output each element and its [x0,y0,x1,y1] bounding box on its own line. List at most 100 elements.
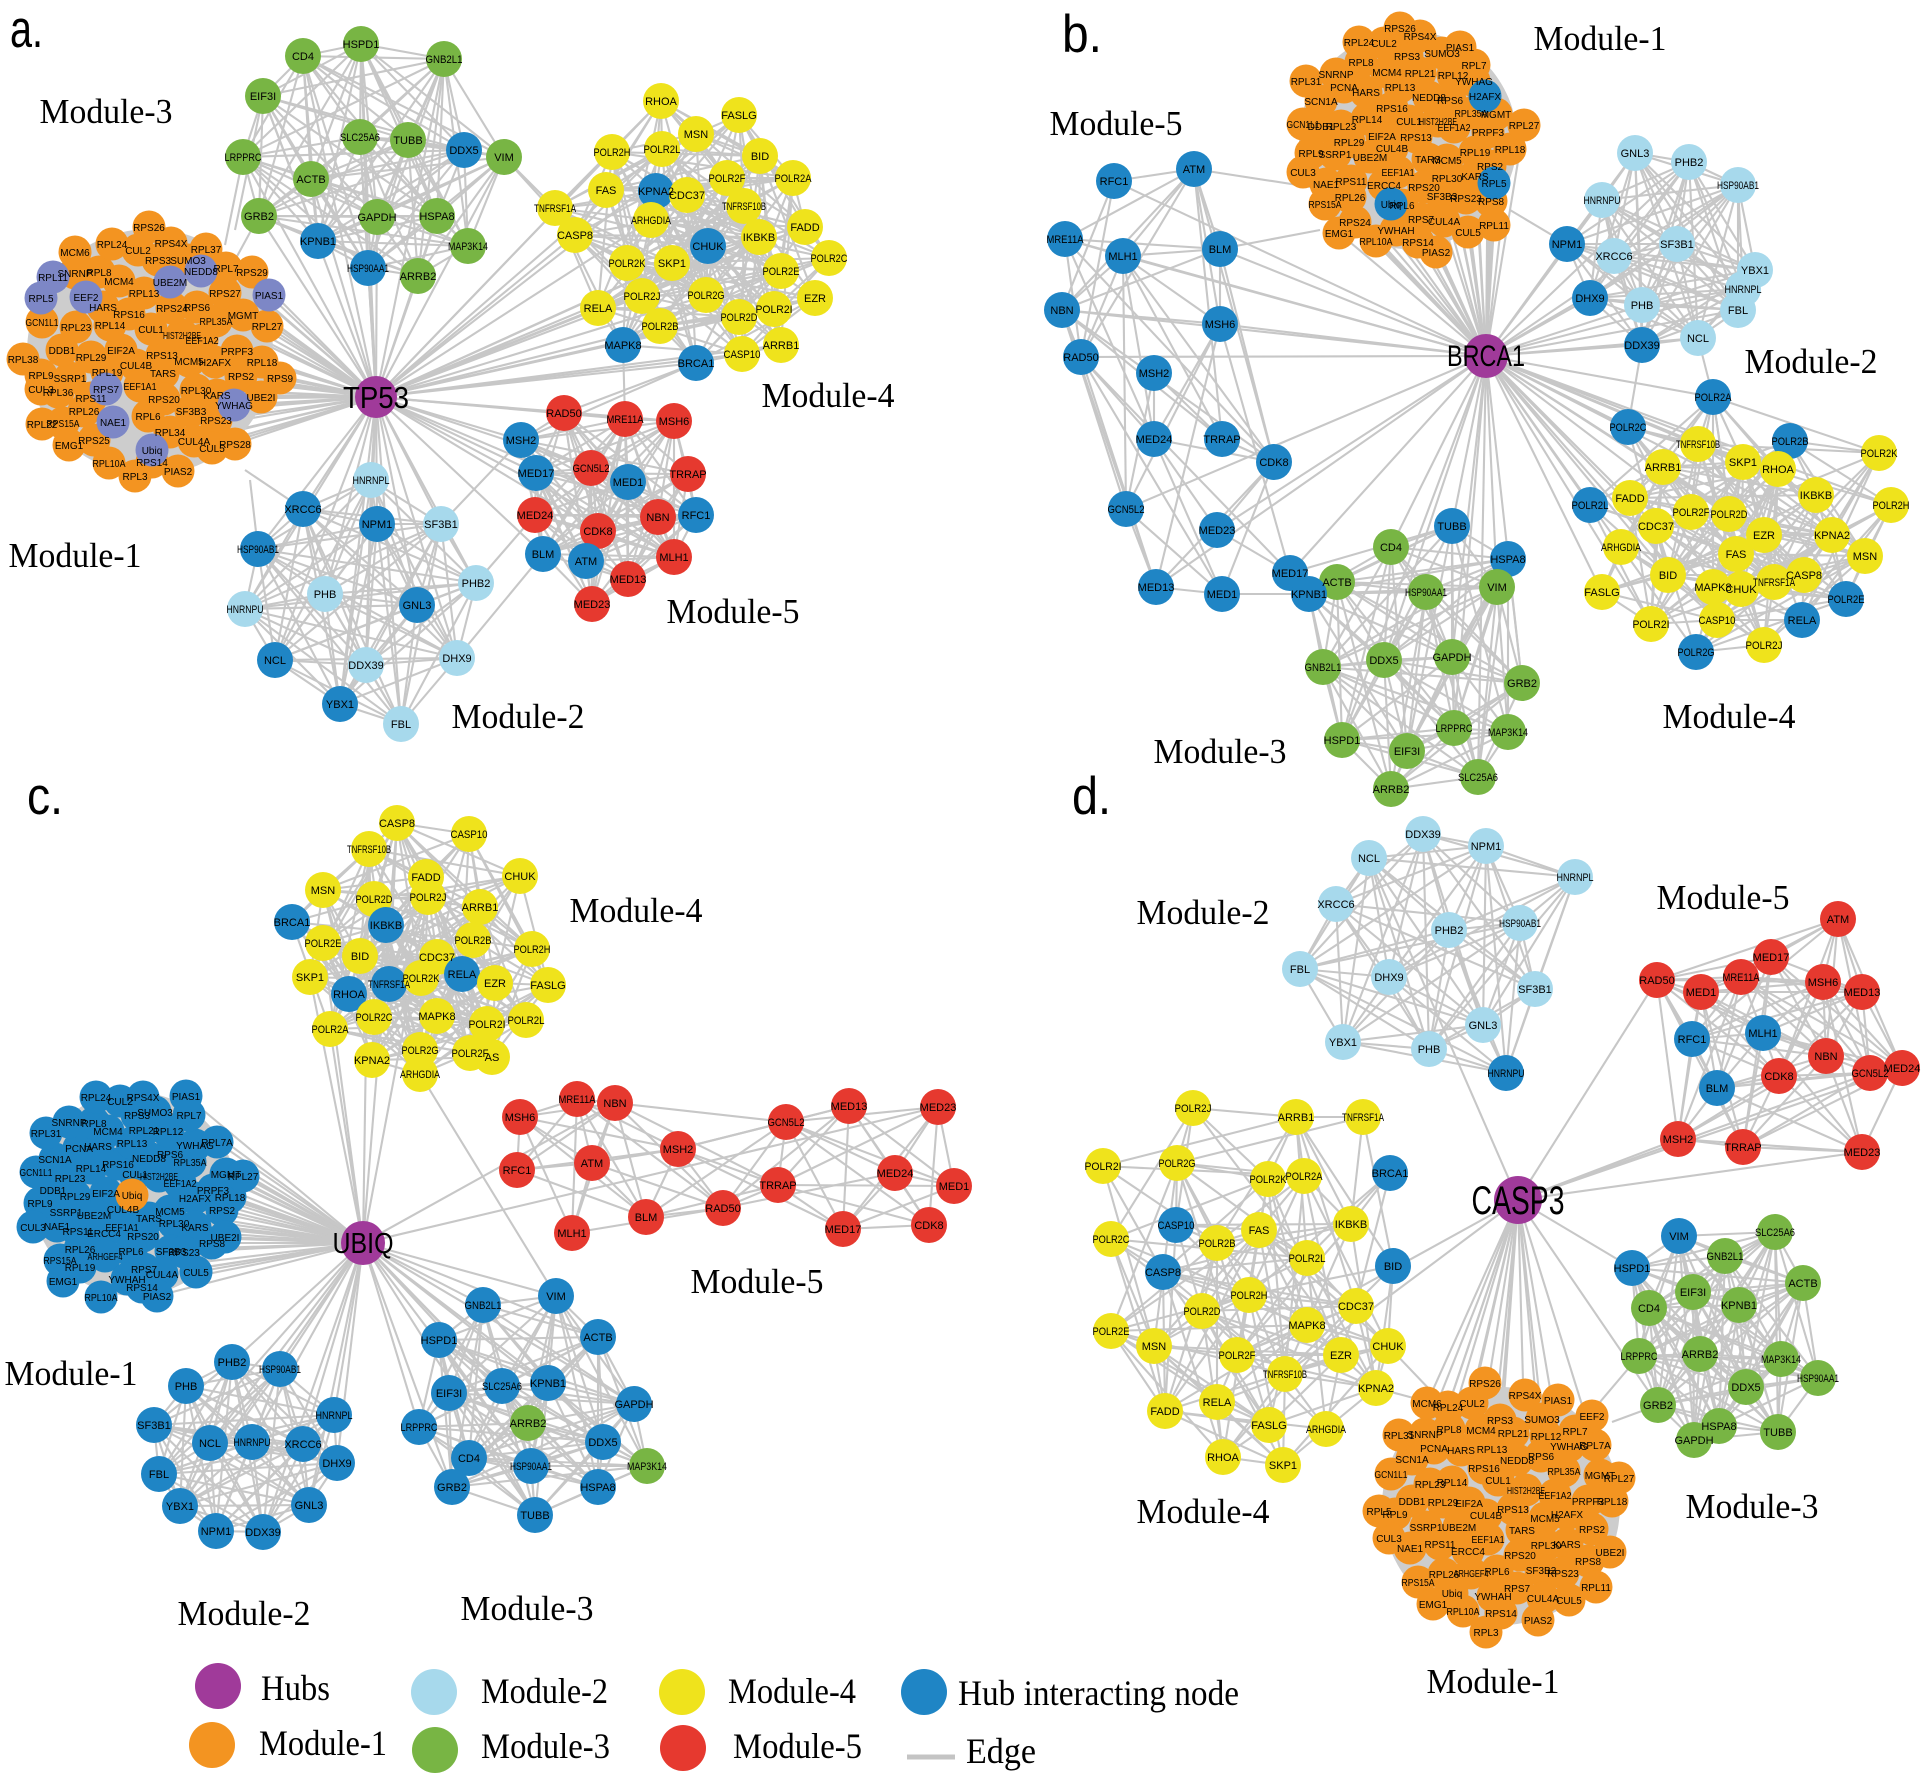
svg-text:NEDD8: NEDD8 [132,1154,166,1165]
svg-text:SCN1A: SCN1A [1395,1455,1429,1466]
svg-text:POLR2A: POLR2A [1695,392,1733,404]
svg-text:TNFRSF1A: TNFRSF1A [368,979,410,991]
svg-text:RPS15A: RPS15A [47,419,80,430]
svg-text:POLR2F: POLR2F [1219,1350,1256,1362]
svg-text:RPL24: RPL24 [97,240,128,251]
svg-text:NEDD8: NEDD8 [1500,1456,1534,1467]
svg-text:CUL1: CUL1 [138,325,164,336]
svg-text:MCM4: MCM4 [1466,1426,1496,1437]
svg-text:RPL30: RPL30 [1531,1541,1562,1552]
svg-text:ARRB1: ARRB1 [462,902,499,914]
svg-text:POLR2D: POLR2D [1711,509,1748,521]
svg-text:POLR2A: POLR2A [312,1024,350,1036]
svg-text:MRE11A: MRE11A [607,414,645,426]
svg-text:Module-5: Module-5 [1050,104,1183,143]
svg-text:POLR2L: POLR2L [508,1015,545,1027]
svg-text:Module-2: Module-2 [481,1671,608,1711]
svg-text:ARRB2: ARRB2 [1373,784,1410,796]
svg-text:SSRP1: SSRP1 [1319,150,1352,161]
svg-text:GAPDH: GAPDH [614,1399,653,1411]
svg-text:DDX39: DDX39 [1405,829,1440,841]
svg-text:DHX9: DHX9 [322,1458,351,1470]
svg-text:RPL35A: RPL35A [1455,109,1488,120]
svg-text:DDX39: DDX39 [348,660,383,672]
svg-text:CUL2: CUL2 [1459,1399,1485,1410]
svg-text:RPL38: RPL38 [8,355,39,366]
svg-text:PIAS1: PIAS1 [172,1092,201,1103]
svg-text:RAD50: RAD50 [705,1203,740,1215]
svg-text:BRCA1: BRCA1 [1447,340,1525,373]
svg-text:YBX1: YBX1 [326,699,354,711]
svg-text:POLR2I: POLR2I [1085,1161,1122,1173]
svg-text:BLM: BLM [532,549,555,561]
svg-text:POLR2K: POLR2K [609,258,647,270]
svg-text:CUL1: CUL1 [1485,1476,1511,1487]
svg-text:GNB2L1: GNB2L1 [426,54,463,66]
svg-text:TUBB: TUBB [1437,521,1466,533]
svg-text:RPL13: RPL13 [1477,1445,1508,1456]
svg-text:Module-2: Module-2 [178,1594,311,1633]
svg-text:MCM6: MCM6 [1412,1399,1442,1410]
svg-text:ERCC4: ERCC4 [87,1229,121,1240]
svg-text:ARRB2: ARRB2 [1682,1349,1719,1361]
svg-text:IKBKB: IKBKB [1800,490,1832,502]
svg-text:XRCC6: XRCC6 [1317,899,1354,911]
svg-text:POLR2E: POLR2E [305,938,342,950]
svg-text:LRPPRC: LRPPRC [401,1422,438,1434]
svg-text:RPS8: RPS8 [1575,1557,1602,1568]
svg-text:TNFRSF10B: TNFRSF10B [722,201,766,213]
svg-text:RPS2: RPS2 [1579,1525,1606,1536]
svg-text:HSP90AA1: HSP90AA1 [510,1461,552,1473]
svg-text:RPS3: RPS3 [1394,52,1421,63]
svg-text:EMG1: EMG1 [1419,1600,1448,1611]
svg-text:TP53: TP53 [343,380,409,415]
svg-text:RPS6: RPS6 [184,303,211,314]
svg-text:RPS2: RPS2 [209,1206,236,1217]
svg-text:EMG1: EMG1 [1325,229,1354,240]
svg-text:RPL18: RPL18 [1597,1497,1628,1508]
svg-text:NPM1: NPM1 [362,519,393,531]
svg-text:RPL18: RPL18 [1495,145,1526,156]
svg-text:FAS: FAS [1726,549,1747,561]
svg-text:NCL: NCL [199,1438,221,1450]
svg-text:POLR2E: POLR2E [1093,1326,1130,1338]
svg-text:GRB2: GRB2 [1643,1400,1673,1412]
svg-text:PRPF3: PRPF3 [197,1186,230,1197]
svg-text:RPL27: RPL27 [1509,121,1540,132]
svg-text:POLR2K: POLR2K [1250,1174,1288,1186]
svg-text:RPL21: RPL21 [1498,1429,1529,1440]
svg-text:CUL4B: CUL4B [1376,144,1409,155]
svg-text:POLR2F: POLR2F [709,173,746,185]
svg-text:TNFRSF10B: TNFRSF10B [1263,1369,1307,1381]
svg-text:TNFRSF10B: TNFRSF10B [1676,439,1720,451]
svg-text:HSP90AB1: HSP90AB1 [237,544,279,556]
svg-text:ERCC4: ERCC4 [1367,181,1401,192]
svg-text:HSP90AB1: HSP90AB1 [1717,180,1759,192]
svg-text:GRB2: GRB2 [244,211,274,223]
svg-text:POLR2D: POLR2D [1184,1306,1221,1318]
svg-text:DHX9: DHX9 [442,653,471,665]
svg-text:FASLG: FASLG [1251,1420,1286,1432]
svg-text:HIST2H2BE: HIST2H2BE [140,1172,178,1183]
svg-text:SLC25A6: SLC25A6 [1458,772,1498,784]
svg-text:RPS8: RPS8 [199,1239,226,1250]
svg-text:CUL5: CUL5 [199,444,225,455]
svg-text:MED23: MED23 [1844,1147,1881,1159]
svg-text:EEF1A1: EEF1A1 [1382,168,1415,179]
svg-text:YWHAH: YWHAH [1377,226,1414,237]
svg-text:RPL9: RPL9 [1298,149,1323,160]
svg-text:YWHAG: YWHAG [1550,1442,1588,1453]
svg-text:EEF2: EEF2 [73,293,98,304]
svg-text:RPS16: RPS16 [102,1160,134,1171]
svg-text:RPS16: RPS16 [113,310,145,321]
svg-text:EZR: EZR [1753,530,1775,542]
svg-text:RPS11: RPS11 [1425,1540,1456,1551]
svg-text:KPNB1: KPNB1 [1721,1300,1757,1312]
svg-text:POLR2J: POLR2J [624,291,661,303]
svg-text:RPS16: RPS16 [1376,104,1408,115]
svg-text:HNRNPU: HNRNPU [1488,1068,1525,1080]
svg-text:RPS2: RPS2 [228,372,255,383]
svg-text:H2AFX: H2AFX [199,358,232,369]
svg-text:UBE2I: UBE2I [247,393,276,404]
svg-text:PIAS1: PIAS1 [1544,1396,1573,1407]
